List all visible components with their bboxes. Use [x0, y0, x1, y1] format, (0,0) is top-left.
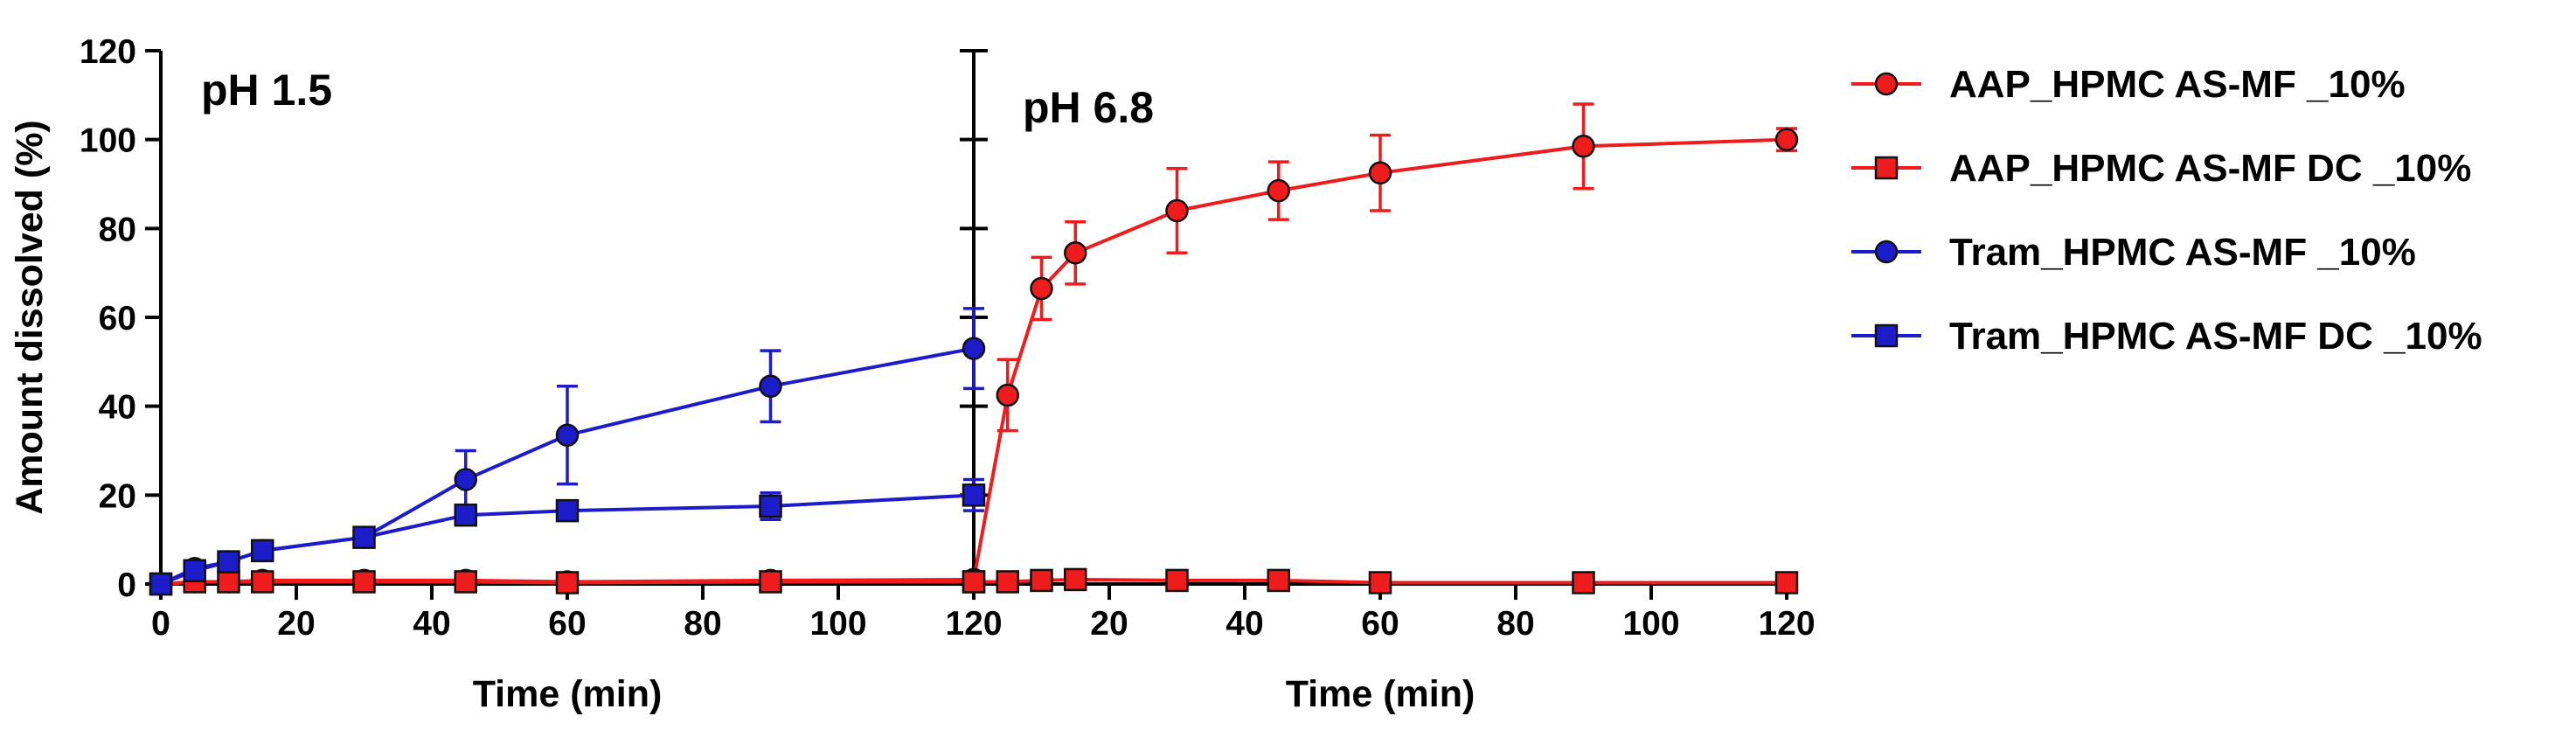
x-tick-label: 80: [684, 605, 721, 643]
data-point: [1064, 241, 1087, 265]
data-point: [251, 539, 274, 563]
y-axis-title: Amount dissolved (%): [9, 120, 51, 515]
data-point: [352, 570, 376, 594]
data-point: [251, 570, 274, 594]
data-point: [1165, 198, 1189, 223]
data-point: [555, 571, 580, 594]
x-tick-label: 100: [1622, 605, 1679, 643]
y-tick-label: 120: [80, 33, 136, 71]
y-tick-label: 20: [99, 477, 136, 515]
y-tick-label: 60: [99, 300, 136, 337]
x-tick-label: 40: [413, 605, 450, 643]
legend-label: AAP_HPMC AS-MF _10%: [1949, 63, 2406, 106]
phase-label-2: pH 6.8: [1023, 83, 1154, 132]
x-tick-label: 100: [809, 605, 866, 643]
data-point: [1267, 568, 1290, 593]
legend-item-4: Tram_HPMC AS-MF DC _10%: [1851, 315, 2482, 358]
data-point: [217, 550, 240, 574]
data-point: [352, 525, 376, 549]
data-point: [962, 570, 986, 594]
legend-label: Tram_HPMC AS-MF _10%: [1949, 231, 2416, 274]
y-tick-label: 80: [99, 211, 136, 248]
data-point: [555, 423, 580, 447]
x-tick-label: 20: [277, 605, 315, 643]
data-point: [217, 570, 240, 594]
x-tick-label: 0: [151, 605, 170, 643]
data-point: [1030, 568, 1053, 593]
data-point: [962, 483, 986, 507]
y-tick-label: 40: [99, 389, 136, 427]
x-axis-title-panel-2: Time (min): [1286, 673, 1475, 715]
x-tick-label: 120: [945, 605, 1002, 643]
x-tick-label: 40: [1226, 605, 1263, 643]
y-tick-label: 100: [80, 122, 136, 160]
legend-label: Tram_HPMC AS-MF DC _10%: [1949, 315, 2482, 358]
x-tick-label: 120: [1758, 605, 1815, 643]
series-3: [149, 307, 986, 596]
legend-marker: [1874, 240, 1899, 264]
series-layer: [149, 102, 1799, 596]
data-point: [962, 337, 986, 360]
y-tick-label: 0: [117, 567, 136, 604]
x-axis-title-panel-1: Time (min): [473, 673, 663, 715]
data-point: [183, 559, 206, 582]
legend-item-3: Tram_HPMC AS-MF _10%: [1851, 231, 2416, 274]
legend-marker: [1874, 156, 1899, 180]
data-point: [759, 494, 782, 518]
data-point: [1030, 276, 1053, 301]
data-point: [1064, 567, 1087, 592]
data-point: [454, 503, 477, 527]
x-tick-label: 80: [1496, 605, 1534, 643]
x-tick-label: 60: [548, 605, 586, 643]
data-point: [996, 570, 1019, 594]
legend: AAP_HPMC AS-MF _10% AAP_HPMC AS-MF DC _10…: [1851, 63, 2482, 358]
data-point: [149, 572, 173, 596]
data-point: [1368, 571, 1392, 594]
x-tick-label: 20: [1090, 605, 1128, 643]
data-point: [759, 570, 782, 594]
data-point: [1368, 161, 1392, 185]
phase-label-1: pH 1.5: [201, 66, 332, 115]
series-4: [149, 477, 986, 596]
data-point: [996, 383, 1019, 407]
data-point: [454, 570, 477, 594]
data-point: [759, 374, 782, 399]
legend-item-1: AAP_HPMC AS-MF _10%: [1851, 63, 2406, 106]
data-point: [1572, 135, 1595, 158]
legend-marker: [1874, 323, 1899, 348]
data-point: [1165, 568, 1189, 593]
data-point: [1267, 178, 1290, 203]
legend-label: AAP_HPMC AS-MF DC _10%: [1949, 147, 2471, 190]
x-tick-label: 60: [1361, 605, 1399, 643]
data-point: [454, 468, 477, 491]
x-tick-label: 0: [151, 605, 170, 643]
series-2: [149, 567, 1799, 596]
legend-marker: [1874, 72, 1899, 96]
axes-layer: [145, 49, 1788, 600]
data-point: [555, 498, 580, 523]
data-point: [1774, 571, 1799, 594]
data-point: [1572, 571, 1595, 594]
data-point: [1774, 128, 1799, 151]
legend-item-2: AAP_HPMC AS-MF DC _10%: [1851, 147, 2471, 190]
